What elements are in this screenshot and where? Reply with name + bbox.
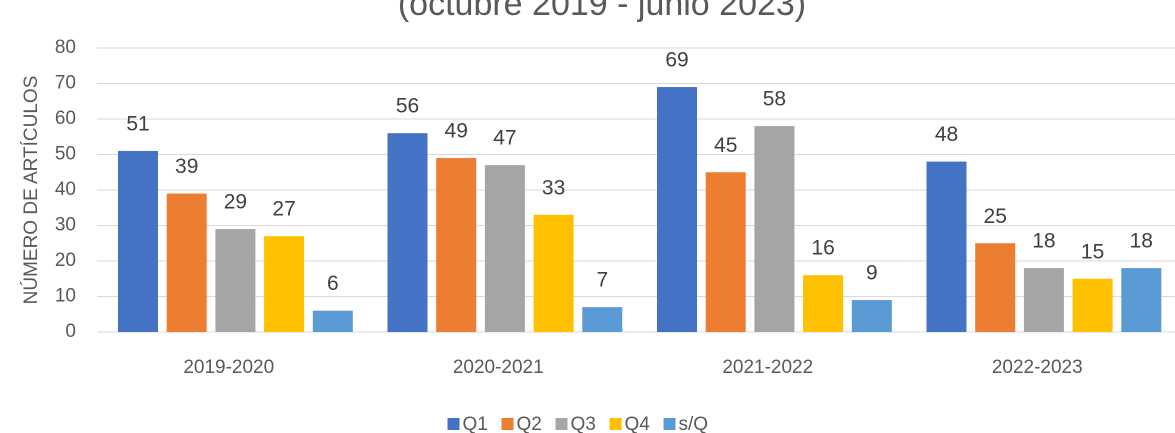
legend-swatch: [609, 418, 622, 430]
value-label: 51: [126, 112, 149, 135]
legend-swatch: [501, 418, 514, 430]
value-label: 48: [935, 123, 958, 146]
y-tick-label: 40: [55, 179, 76, 200]
value-label: 7: [596, 269, 608, 292]
legend-label: Q1: [463, 414, 488, 433]
value-label: 18: [1130, 230, 1153, 253]
bar: [754, 126, 795, 332]
value-label: 6: [327, 272, 339, 295]
value-label: 58: [763, 88, 786, 111]
y-tick-label: 50: [55, 144, 76, 165]
y-tick-label: 20: [55, 250, 76, 271]
x-tick-label: 2021-2022: [722, 357, 813, 378]
value-label: 56: [396, 95, 419, 118]
bar: [705, 172, 746, 332]
value-label: 9: [866, 262, 878, 285]
y-tick-label: 70: [55, 73, 76, 94]
value-label: 27: [272, 198, 295, 221]
legend-swatch: [663, 418, 676, 430]
value-label: 39: [175, 155, 198, 178]
legend-label: Q2: [517, 414, 542, 433]
value-label: 25: [984, 205, 1007, 228]
value-label: 15: [1081, 240, 1104, 263]
legend-label: s/Q: [679, 414, 709, 433]
legend-label: Q4: [625, 414, 651, 433]
value-label: 18: [1032, 230, 1055, 253]
y-tick-label: 10: [55, 286, 76, 307]
bar: [1023, 268, 1064, 332]
value-label: 47: [493, 127, 516, 150]
y-tick-label: 30: [55, 215, 76, 236]
y-axis-title: NÚMERO DE ARTÍCULOS: [20, 76, 42, 305]
bar: [975, 243, 1016, 332]
bar: [387, 133, 428, 332]
value-label: 45: [714, 134, 737, 157]
bar: [803, 275, 844, 332]
x-tick-label: 2020-2021: [453, 357, 544, 378]
bar: [166, 193, 207, 332]
y-tick-label: 80: [55, 37, 76, 58]
bar: [1072, 278, 1113, 332]
bar: [926, 161, 967, 332]
legend-swatch: [555, 418, 568, 430]
bar: [215, 229, 256, 332]
y-tick-label: 0: [65, 321, 76, 342]
value-label: 69: [665, 49, 688, 72]
bar: [851, 300, 892, 332]
bar: [264, 236, 305, 332]
bar: [582, 307, 623, 332]
x-tick-label: 2022-2023: [992, 357, 1083, 378]
bar: [312, 310, 353, 332]
legend-label: Q3: [571, 414, 596, 433]
bar: [484, 165, 525, 332]
y-tick-label: 60: [55, 108, 76, 129]
value-label: 29: [224, 191, 247, 214]
bar: [118, 150, 158, 332]
bar: [657, 87, 697, 332]
value-label: 16: [811, 237, 834, 260]
value-label: 49: [445, 120, 468, 143]
bar: [533, 214, 574, 332]
legend-swatch: [447, 418, 460, 430]
bar: [1121, 268, 1162, 332]
bar: [436, 158, 477, 332]
chart-subtitle: (octubre 2019 - junio 2023): [398, 0, 806, 23]
value-label: 33: [542, 176, 565, 199]
x-tick-label: 2019-2020: [183, 357, 274, 378]
